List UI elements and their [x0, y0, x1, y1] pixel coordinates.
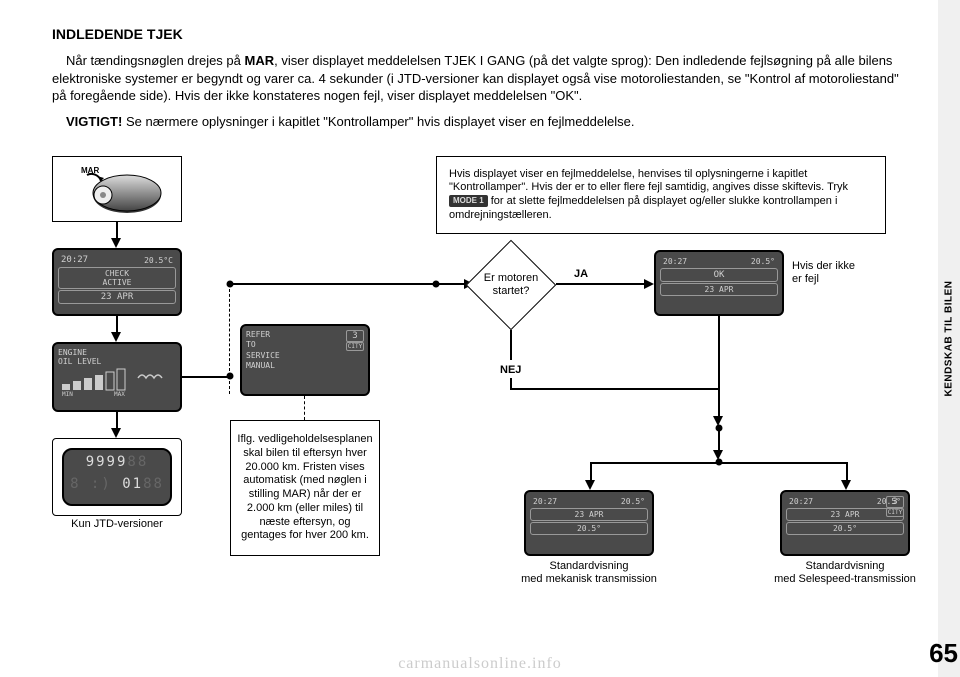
svc3: SERVICE — [246, 351, 364, 361]
lcd-check-l2: ACTIVE — [63, 278, 171, 287]
sidebar-tab: KENDSKAB TIL BILEN — [938, 0, 960, 677]
watermark: carmanualsonline.info — [398, 655, 562, 673]
mech-extra: 20.5° — [530, 522, 648, 535]
lcd-check-time: 20:27 — [61, 255, 88, 265]
sele-temp2: 20.5° — [786, 522, 904, 535]
lcd-standard-mech: 20:27 20.5° 23 APR 20.5° — [524, 490, 654, 556]
jtd-caption: Kun JTD-versioner — [52, 518, 182, 531]
ok-date: 23 APR — [660, 283, 778, 296]
lcd-odometer: 999988 8 :) 0188 — [62, 448, 172, 506]
ignition-key-image: MAR — [52, 156, 182, 222]
svg-text:MAX: MAX — [114, 391, 125, 396]
lcd-oil-l1: ENGINE — [58, 348, 176, 357]
label-no: NEJ — [500, 364, 521, 376]
mech-time: 20:27 — [533, 497, 557, 506]
service-info-text: Iflg. vedligeholdelsesplanen skal bilen … — [237, 433, 373, 543]
mech-temp: 20.5° — [621, 497, 645, 506]
decision-diamond: Er motoren startet? — [466, 240, 556, 330]
lcd-service: 3 CITY REFER TO SERVICE MANUAL — [240, 324, 370, 396]
mech-date: 23 APR — [530, 508, 648, 521]
lcd-service-gear: 3 CITY — [346, 330, 364, 351]
intro-paragraph-1: Når tændingsnøglen drejes på MAR, viser … — [52, 52, 912, 105]
ok-ok: OK — [660, 268, 778, 282]
p1-mar: MAR — [245, 53, 275, 68]
lcd-oil-l2: OIL LEVEL — [58, 357, 176, 366]
caption-sele: Standardvisning med Selespeed-transmissi… — [752, 560, 938, 586]
sele-gear: 3 CITY — [886, 496, 904, 517]
p2a: VIGTIGT! — [66, 114, 122, 129]
lcd-check-temp: 20.5°C — [144, 256, 173, 265]
lcd-ok: 20:27 20.5° OK 23 APR — [654, 250, 784, 316]
ok-temp: 20.5° — [751, 257, 775, 266]
sidebar-label: KENDSKAB TIL BILEN — [944, 280, 955, 396]
fejl-label: Hvis der ikke er fejl — [792, 260, 862, 286]
mode-button-icon: MODE 1 — [449, 195, 488, 207]
info-a: Hvis displayet viser en fejlmeddelelse, … — [449, 168, 848, 194]
oil-bars-icon: MIN MAX — [58, 366, 178, 396]
odo-odo: 01 — [122, 476, 143, 492]
flow-diagram: MAR 20:27 20.5°C CHECK ACTIVE — [52, 156, 912, 646]
sele-time: 20:27 — [789, 497, 813, 506]
page-number: 65 — [929, 638, 958, 669]
page-content: INDLEDENDE TJEK Når tændingsnøglen dreje… — [52, 26, 912, 654]
label-yes: JA — [574, 268, 588, 280]
odo-trip: 9999 — [86, 454, 128, 470]
p2b: Se nærmere oplysninger i kapitlet "Kontr… — [122, 114, 634, 129]
decision-label: Er motoren startet? — [466, 240, 556, 330]
fault-info-box: Hvis displayet viser en fejlmeddelelse, … — [436, 156, 886, 234]
p1a: Når tændingsnøglen drejes på — [66, 53, 245, 68]
lcd-oil: ENGINE OIL LEVEL MIN MAX — [52, 342, 182, 412]
service-info-box: Iflg. vedligeholdelsesplanen skal bilen … — [230, 420, 380, 556]
intro-paragraph-2: VIGTIGT! Se nærmere oplysninger i kapitl… — [52, 113, 912, 131]
odometer-frame: 999988 8 :) 0188 — [52, 438, 182, 516]
svc4: MANUAL — [246, 361, 364, 371]
lcd-check-l1: CHECK — [63, 269, 171, 278]
lcd-check: 20:27 20.5°C CHECK ACTIVE 23 APR — [52, 248, 182, 316]
svg-text:MIN: MIN — [62, 391, 73, 396]
lcd-standard-sele: 3 CITY 20:2720.5° 23 APR 20.5° — [780, 490, 910, 556]
lcd-check-date: 23 APR — [58, 290, 176, 304]
page-title: INDLEDENDE TJEK — [52, 26, 912, 42]
ok-time: 20:27 — [663, 257, 687, 266]
info-b: for at slette fejlmeddelelsen på display… — [449, 195, 837, 221]
caption-mech: Standardvisning med mekanisk transmissio… — [502, 560, 676, 586]
